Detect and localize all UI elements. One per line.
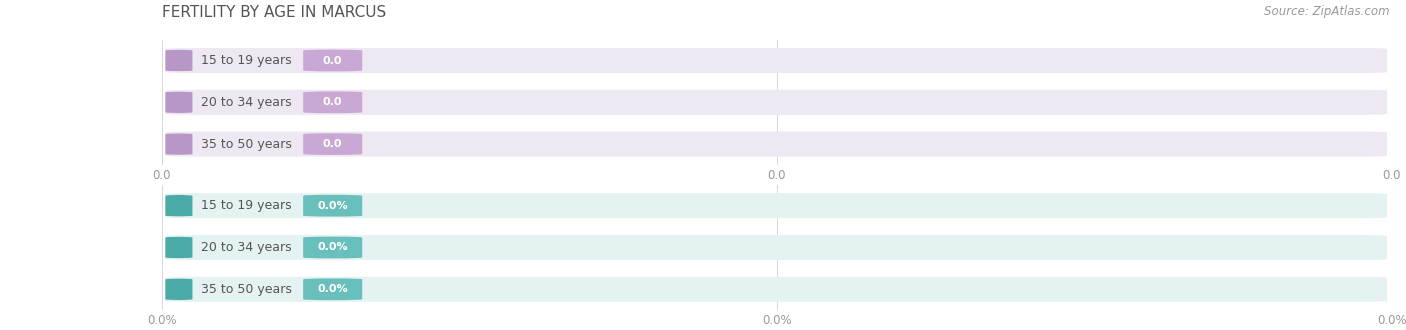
FancyBboxPatch shape	[166, 195, 193, 216]
Text: 15 to 19 years: 15 to 19 years	[201, 54, 291, 67]
Text: 35 to 50 years: 35 to 50 years	[201, 138, 292, 150]
FancyBboxPatch shape	[166, 193, 1386, 218]
FancyBboxPatch shape	[166, 90, 1386, 115]
FancyBboxPatch shape	[166, 91, 193, 113]
FancyBboxPatch shape	[166, 235, 1386, 260]
FancyBboxPatch shape	[304, 195, 363, 216]
Text: Source: ZipAtlas.com: Source: ZipAtlas.com	[1264, 5, 1389, 18]
FancyBboxPatch shape	[166, 48, 1386, 73]
Text: 0.0: 0.0	[323, 97, 343, 107]
FancyBboxPatch shape	[166, 279, 193, 300]
FancyBboxPatch shape	[304, 237, 363, 258]
FancyBboxPatch shape	[166, 132, 1386, 157]
FancyBboxPatch shape	[166, 50, 193, 71]
Text: 35 to 50 years: 35 to 50 years	[201, 283, 292, 296]
Text: 20 to 34 years: 20 to 34 years	[201, 241, 291, 254]
Text: 20 to 34 years: 20 to 34 years	[201, 96, 291, 109]
Text: 0.0%: 0.0%	[318, 201, 349, 211]
FancyBboxPatch shape	[304, 133, 363, 155]
Text: 0.0%: 0.0%	[318, 284, 349, 294]
FancyBboxPatch shape	[304, 279, 363, 300]
FancyBboxPatch shape	[304, 50, 363, 71]
Text: FERTILITY BY AGE IN MARCUS: FERTILITY BY AGE IN MARCUS	[162, 5, 385, 20]
Text: 15 to 19 years: 15 to 19 years	[201, 199, 291, 212]
FancyBboxPatch shape	[166, 237, 193, 258]
FancyBboxPatch shape	[166, 277, 1386, 302]
Text: 0.0: 0.0	[323, 55, 343, 65]
Text: 0.0%: 0.0%	[318, 243, 349, 252]
FancyBboxPatch shape	[304, 91, 363, 113]
FancyBboxPatch shape	[166, 133, 193, 155]
Text: 0.0: 0.0	[323, 139, 343, 149]
